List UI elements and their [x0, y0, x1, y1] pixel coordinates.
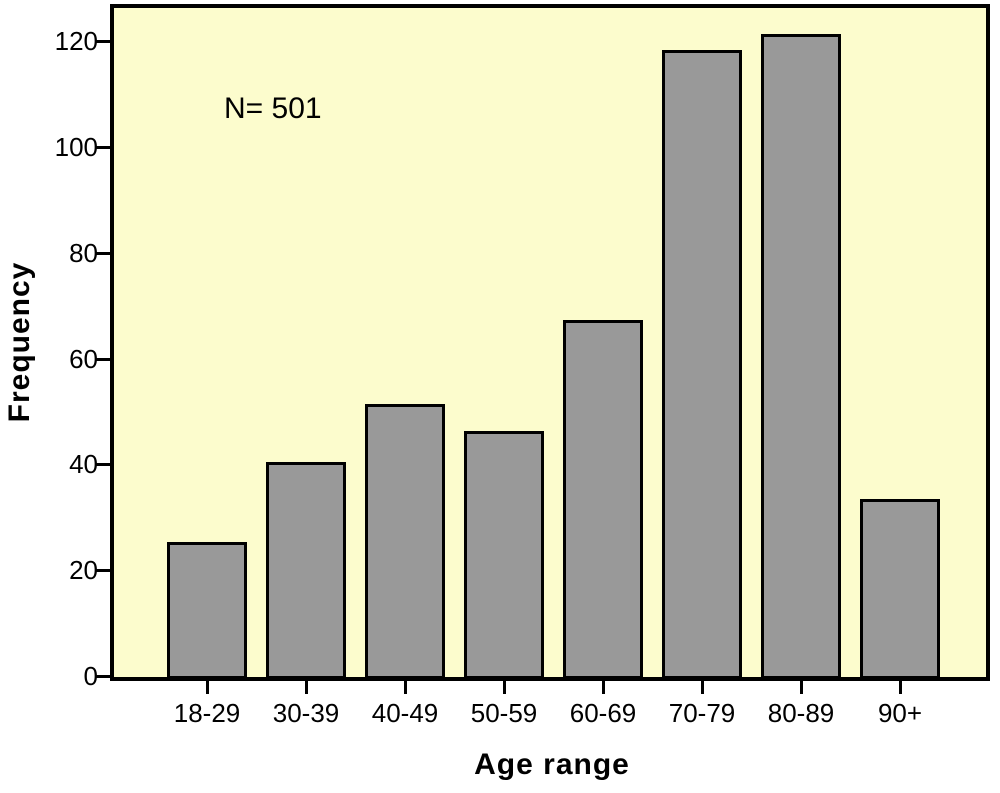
y-tick-mark: [95, 358, 110, 361]
y-tick-mark: [95, 569, 110, 572]
y-tick-label: 120: [54, 26, 98, 56]
plot-area: [110, 4, 990, 681]
x-tick-mark: [404, 681, 407, 694]
bar-30-39: [266, 462, 346, 679]
y-tick-mark: [95, 40, 110, 43]
x-tick-label: 90+: [877, 698, 923, 728]
x-tick-label: 60-69: [569, 698, 637, 728]
x-tick-label: 70-79: [668, 698, 736, 728]
x-tick-mark: [305, 681, 308, 694]
y-tick-label: 80: [69, 238, 98, 268]
x-tick-mark: [899, 681, 902, 694]
x-tick-mark: [602, 681, 605, 694]
y-tick-mark: [95, 146, 110, 149]
y-tick-label: 60: [69, 344, 98, 374]
x-tick-label: 40-49: [371, 698, 439, 728]
y-tick-mark: [95, 252, 110, 255]
y-tick-label: 0: [83, 661, 98, 691]
x-tick-label: 18-29: [173, 698, 241, 728]
x-tick-mark: [800, 681, 803, 694]
y-tick-label: 40: [69, 449, 98, 479]
bar-18-29: [167, 542, 247, 679]
x-tick-mark: [206, 681, 209, 694]
x-tick-mark: [701, 681, 704, 694]
bar-60-69: [563, 320, 643, 679]
bar-40-49: [365, 404, 445, 679]
x-axis-title: Age range: [474, 748, 630, 781]
bar-80-89: [761, 34, 841, 679]
y-tick-mark: [95, 675, 110, 678]
bar-50-59: [464, 431, 544, 679]
bar-70-79: [662, 50, 742, 679]
x-tick-label: 30-39: [272, 698, 340, 728]
y-axis-title: Frequency: [3, 261, 36, 423]
x-tick-mark: [503, 681, 506, 694]
y-tick-label: 100: [54, 132, 98, 162]
sample-size-annotation: N= 501: [224, 92, 322, 125]
x-tick-label: 80-89: [767, 698, 835, 728]
y-tick-label: 20: [69, 555, 98, 585]
bar-90+: [860, 499, 940, 679]
y-tick-mark: [95, 463, 110, 466]
x-tick-label: 50-59: [470, 698, 538, 728]
